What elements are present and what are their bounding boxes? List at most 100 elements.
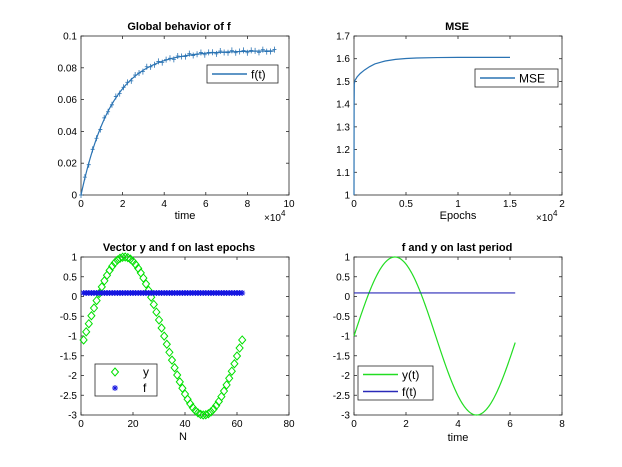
y-tick-label: 0.1 (63, 32, 77, 43)
data-point-y (123, 252, 132, 263)
y-tick-label: 1.4 (336, 100, 350, 111)
data-point-plus (229, 47, 234, 54)
data-point-plus (214, 50, 219, 57)
y-tick-label: 0 (71, 191, 77, 202)
data-point-y (121, 252, 130, 262)
data-point-plus (195, 51, 200, 58)
data-point-plus (137, 70, 142, 77)
y-tick-label: -1 (68, 332, 77, 343)
data-point-plus (245, 49, 250, 56)
data-point-plus (233, 49, 238, 56)
legend-label: f(t) (402, 385, 417, 399)
data-point-y (219, 386, 229, 396)
data-point-plus (175, 52, 180, 59)
x-axis-label: time (175, 210, 196, 222)
data-point-plus (106, 108, 111, 115)
data-point-plus (98, 126, 103, 133)
series-group (353, 256, 516, 416)
y-tick-label: -2 (68, 371, 77, 382)
data-point-y (178, 383, 187, 394)
data-point-y (149, 299, 158, 310)
y-tick-label: -0.5 (60, 312, 78, 323)
data-point-y (113, 255, 122, 265)
plot-area: 0 20 40 60 80 -3 -2.5 -2 -1.5 -1 -0.5 0 0.5 1 yf (60, 252, 295, 430)
x-axis-exponent: ×104 (536, 209, 558, 224)
data-point-y (235, 343, 244, 353)
data-point-y (173, 370, 182, 380)
data-point-y (167, 355, 177, 365)
legend-label: y (143, 365, 149, 379)
y-tick-label: -2.5 (333, 391, 351, 402)
data-point-plus (113, 93, 118, 100)
y-tick-label: 1.5 (336, 77, 350, 88)
data-point-plus (140, 68, 145, 75)
series-group (79, 46, 277, 198)
y-tick-label: -1 (341, 332, 350, 343)
legend-label: MSE (519, 72, 545, 86)
legend-label: f (143, 381, 147, 395)
legend: f(t) (206, 64, 279, 84)
x-axis-label: Epochs (440, 210, 477, 222)
y-tick-label: -0.5 (333, 312, 351, 323)
data-point-y (89, 303, 99, 313)
x-tick-label: 40 (179, 419, 191, 430)
data-point-plus (256, 49, 261, 56)
y-tick-label: 0.06 (58, 95, 78, 106)
y-tick-label: 1 (71, 253, 77, 264)
data-point-plus (179, 53, 184, 60)
data-point-plus (202, 51, 207, 58)
data-point-plus (183, 53, 188, 60)
y-tick-label: -1.5 (60, 351, 78, 362)
legend: MSE (474, 68, 559, 88)
panel-mse: MSE Epochs ×104 0 0.5 1 1.5 2 1 1.1 1.2 1.3 1.4 1.… (336, 21, 565, 224)
data-point-y (204, 408, 213, 419)
data-point-plus (144, 63, 149, 70)
series-line-y-t (353, 256, 516, 416)
y-tick-label: 0 (344, 292, 350, 303)
data-point-y (206, 407, 216, 417)
data-point-plus (156, 58, 161, 65)
data-point-y (222, 380, 231, 390)
data-point-plus (171, 56, 176, 63)
y-tick-label: -1.5 (333, 351, 351, 362)
data-point-y (162, 339, 171, 350)
y-tick-label: 1.1 (336, 168, 350, 179)
series-group (79, 252, 247, 420)
x-tick-label: 8 (559, 419, 565, 430)
data-point-y (212, 400, 221, 411)
data-point-plus (117, 90, 122, 97)
data-point-plus (167, 55, 172, 62)
data-point-plus (121, 84, 126, 91)
data-point-plus (210, 49, 215, 56)
data-point-plus (191, 52, 196, 59)
data-point-y (230, 358, 239, 369)
y-tick-label: 1 (344, 253, 350, 264)
data-point-y (118, 252, 127, 262)
data-point-plus (90, 146, 95, 153)
panel-global-behavior: Global behavior of f time ×104 0 2 4 6 8 1000… (58, 21, 295, 224)
legend-marker-y (110, 367, 120, 377)
data-point-y (225, 373, 234, 384)
data-point-plus (102, 114, 107, 121)
data-point-plus (241, 47, 246, 54)
data-point-y (139, 273, 148, 283)
plot-area: 0 0.5 1 1.5 2 1 1.1 1.2 1.3 1.4 1.5 1.6 1.7 MSE (336, 32, 565, 211)
x-axis-exponent: ×104 (264, 209, 286, 224)
data-point-plus (272, 46, 277, 53)
legend-marker-f (112, 385, 118, 391)
data-point-plus (226, 49, 231, 56)
legend-label: y(t) (402, 368, 419, 382)
y-tick-label: 0.04 (58, 127, 78, 138)
data-point-plus (218, 48, 223, 55)
data-point-plus (125, 79, 130, 86)
x-tick-label: 80 (283, 419, 295, 430)
chart-title: f and y on last period (402, 242, 513, 254)
legend-label: f(t) (251, 68, 266, 82)
y-tick-label: -2 (341, 371, 350, 382)
x-axis-label: time (448, 432, 469, 444)
data-point-y (170, 362, 179, 373)
data-point-y (227, 366, 236, 376)
panel-vector-y-f: Vector y and f on last epochs N 0 20 40 60 8… (60, 242, 295, 443)
data-point-plus (94, 135, 99, 142)
